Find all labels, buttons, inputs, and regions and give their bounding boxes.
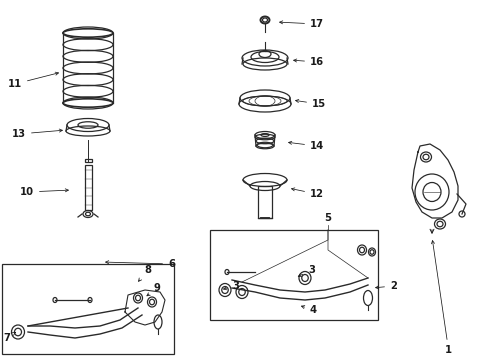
Text: 2: 2 xyxy=(375,281,396,291)
Text: 1: 1 xyxy=(430,240,451,355)
Text: 10: 10 xyxy=(20,187,68,197)
Text: 13: 13 xyxy=(12,129,62,139)
Text: 6: 6 xyxy=(105,259,175,269)
Text: 5: 5 xyxy=(324,213,331,223)
Text: 3: 3 xyxy=(223,281,238,291)
Bar xyxy=(84,165,91,210)
Text: 14: 14 xyxy=(288,141,324,151)
Text: 12: 12 xyxy=(291,188,324,199)
Text: 17: 17 xyxy=(279,19,324,29)
Text: 7: 7 xyxy=(3,332,15,343)
Text: 3: 3 xyxy=(298,265,314,276)
Text: 16: 16 xyxy=(293,57,324,67)
Text: 15: 15 xyxy=(295,99,325,109)
Bar xyxy=(2,264,174,354)
Text: 9: 9 xyxy=(146,283,161,296)
Text: 4: 4 xyxy=(301,305,317,315)
Text: 8: 8 xyxy=(138,265,151,281)
Text: 11: 11 xyxy=(8,72,59,89)
Bar xyxy=(84,159,91,162)
Bar xyxy=(209,230,377,320)
Bar xyxy=(258,186,271,218)
